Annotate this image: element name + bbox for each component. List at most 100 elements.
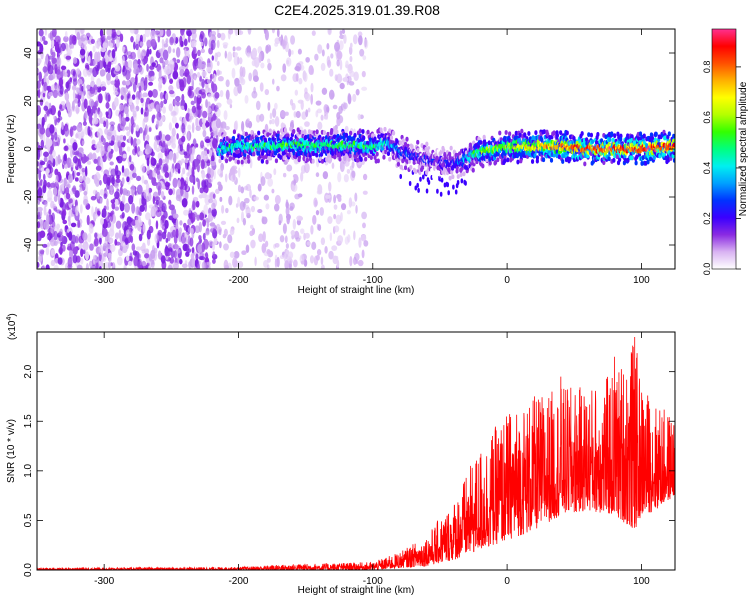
noise-blob [205,173,211,179]
noise-blob [121,244,128,254]
noise-blob [182,167,186,175]
noise-blob [150,156,155,165]
noise-blob [83,190,88,196]
noise-blob [315,210,320,216]
noise-blob [216,39,220,49]
noise-blob [266,258,271,263]
noise-blob [199,212,205,221]
noise-blob [272,78,275,85]
noise-blob [196,107,203,118]
noise-blob [43,156,48,163]
ridge-cell [432,174,436,180]
noise-blob [130,136,134,146]
noise-blob [114,191,120,199]
noise-blob [189,153,195,164]
noise-blob [250,239,256,249]
noise-blob [44,201,48,207]
noise-blob [274,102,278,110]
noise-blob [310,225,314,235]
noise-blob [63,177,67,187]
noise-blob [211,202,216,210]
noise-blob [281,39,287,50]
ridge-cell [315,152,319,158]
noise-blob [233,55,239,66]
noise-blob [50,226,54,234]
noise-blob [178,138,184,147]
noise-blob [159,29,164,37]
noise-blob [135,124,140,132]
noise-blob [40,160,46,166]
noise-blob [192,46,197,54]
noise-blob [163,43,169,48]
noise-blob [122,87,129,94]
noise-blob [186,74,191,85]
noise-blob [346,168,351,174]
ridge-cell [291,129,295,135]
noise-blob [133,68,137,74]
noise-blob [109,185,114,192]
noise-blob [327,216,333,224]
noise-blob [103,193,108,200]
noise-blob [82,121,87,126]
noise-blob [190,227,194,235]
noise-blob [348,81,355,86]
noise-blob [128,122,132,133]
noise-blob [172,187,176,195]
noise-blob [164,65,171,75]
noise-blob [155,209,162,218]
noise-blob [172,177,178,189]
noise-blob [137,48,141,60]
noise-blob [63,35,69,43]
ridge-cell [386,151,391,157]
ridge-cell [401,138,405,144]
noise-blob [173,98,177,106]
noise-blob [349,255,353,267]
noise-blob [186,145,193,156]
noise-blob [168,151,174,161]
ridge-cell [335,129,339,135]
noise-blob [59,245,63,255]
noise-blob [175,218,179,229]
noise-blob [94,213,98,219]
ridge-cell [607,156,611,162]
noise-blob [103,120,107,128]
noise-blob [82,249,86,255]
noise-blob [105,179,111,190]
noise-blob [124,48,129,56]
noise-blob [42,66,48,73]
noise-blob [219,196,223,202]
noise-blob [185,29,192,37]
noise-blob [280,110,287,118]
noise-blob [224,173,228,183]
noise-blob [126,146,131,152]
noise-blob [271,188,275,194]
noise-blob [206,79,211,84]
noise-blob [207,167,211,176]
noise-blob [124,116,130,122]
noise-blob [198,221,203,233]
noise-blob [203,153,209,162]
noise-blob [79,175,83,183]
noise-blob [112,31,118,37]
noise-blob [90,195,97,201]
noise-blob [132,250,138,256]
ridge-cell [503,158,507,164]
ridge-cell [459,172,463,177]
noise-blob [108,151,113,159]
noise-blob [353,256,357,265]
noise-blob [317,44,323,54]
noise-blob [258,52,262,63]
noise-blob [174,95,181,102]
noise-blob [104,54,110,63]
noise-blob [140,107,144,115]
noise-blob [64,126,70,137]
noise-blob [114,206,120,211]
noise-blob [66,48,73,56]
noise-blob [106,29,113,37]
noise-blob [201,180,207,190]
noise-blob [208,198,214,204]
noise-blob [165,238,169,243]
noise-blob [328,181,332,192]
noise-blob [221,204,225,214]
